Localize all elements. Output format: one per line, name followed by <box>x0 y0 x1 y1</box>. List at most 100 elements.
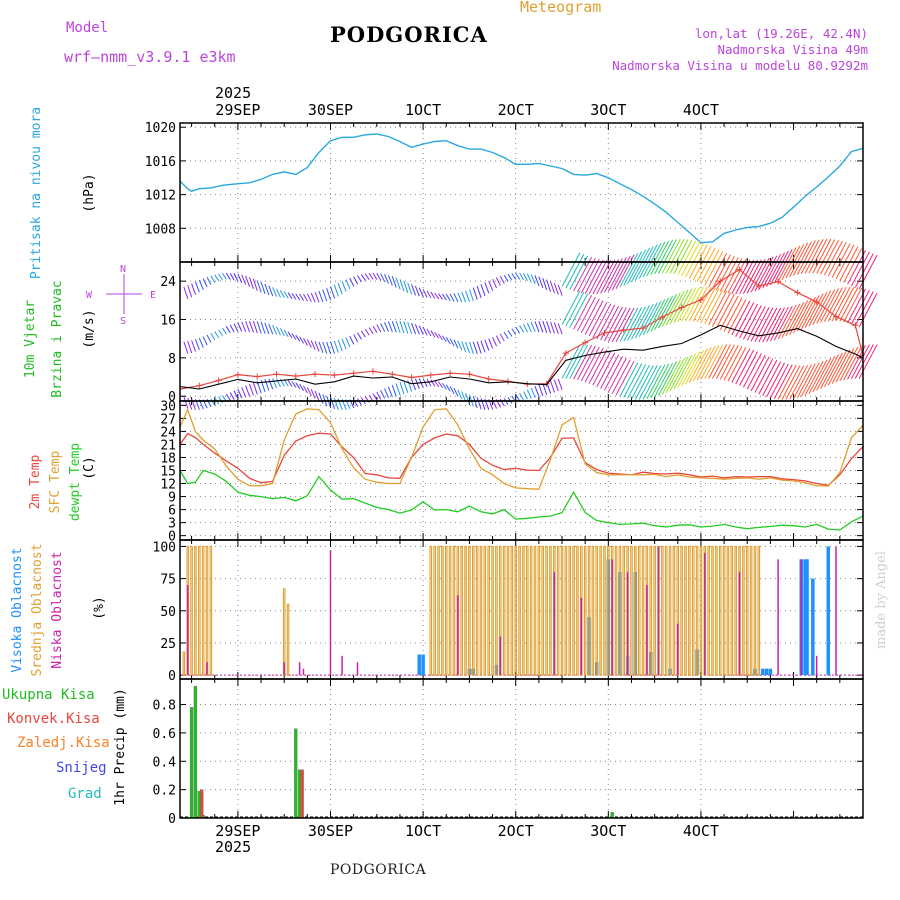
wind-barb <box>723 297 743 332</box>
elevation-text: Nadmorska Visina 49m <box>717 42 868 57</box>
wind-barb <box>214 331 220 339</box>
compass-n: N <box>120 264 126 275</box>
wind-barb <box>742 259 762 294</box>
wind-barb <box>557 378 563 390</box>
wind-barb <box>522 323 528 333</box>
wind-barb <box>233 390 239 400</box>
cloud-bar-0 <box>471 668 476 676</box>
wind-barb <box>291 381 297 388</box>
cloud-bar-2 <box>302 668 305 676</box>
wind-barb <box>411 322 416 335</box>
y-tick-label: 15 <box>160 465 176 480</box>
wind-barb <box>438 333 443 341</box>
cloud-bar-2 <box>457 595 459 676</box>
wind-barb <box>376 272 382 281</box>
y-tick-label: 75 <box>160 573 176 588</box>
wind-barb <box>553 322 559 334</box>
y-tick-label: 0 <box>168 530 176 545</box>
compass-s: S <box>120 316 126 326</box>
wind-barb <box>252 320 258 334</box>
wind-barb <box>353 276 359 285</box>
wind-barb <box>472 287 478 300</box>
wind-barb <box>306 339 312 348</box>
wind-barb <box>843 345 863 381</box>
wind-barb <box>445 336 451 345</box>
y-tick-label: 25 <box>160 637 176 652</box>
wind-barb <box>646 299 666 334</box>
wind-barb <box>638 302 658 337</box>
wind-barb <box>276 378 281 388</box>
y-tick-label: 6 <box>168 504 176 519</box>
wind-barb <box>318 392 324 404</box>
wind-barb <box>561 344 581 379</box>
cloud-bar-0 <box>618 572 622 676</box>
wind-barb <box>588 301 608 337</box>
wind-barb <box>449 338 455 347</box>
wind-barb <box>511 328 517 336</box>
cloud-bar-1 <box>742 545 745 676</box>
wind-barb <box>384 274 389 284</box>
wind-barb <box>793 241 812 276</box>
wind-barb <box>631 364 650 400</box>
cloud-bar-2 <box>341 655 343 676</box>
wind-barb <box>465 341 471 354</box>
wind-barb <box>692 245 712 281</box>
wind-barb <box>191 340 197 352</box>
temp-line-0 <box>179 432 864 486</box>
cloud-bar-1 <box>753 545 757 676</box>
wind-barb <box>399 279 405 292</box>
wind-barb <box>488 280 494 291</box>
wind-barb <box>580 346 600 382</box>
top-day-label: 30SEP <box>308 101 353 119</box>
cloud-bar-1 <box>672 545 676 676</box>
wind-barb <box>492 336 498 347</box>
cloud-bar-1 <box>684 545 687 676</box>
wind-barb <box>241 321 247 332</box>
cloud-bar-1 <box>518 545 521 676</box>
wind-barb <box>642 242 662 278</box>
cloud-bar-1 <box>556 545 560 676</box>
wind-barb <box>526 389 532 399</box>
wind-barb <box>445 384 451 392</box>
wind-barb <box>731 348 751 383</box>
wind-barb <box>191 283 197 296</box>
wind-barb <box>604 306 623 342</box>
cloud-bar-1 <box>599 545 602 676</box>
cloud-bar-2 <box>704 552 706 676</box>
wind-barb <box>766 252 785 287</box>
wind-barb <box>268 378 274 390</box>
cloud-bar-0 <box>668 668 672 676</box>
wind-barb <box>858 344 878 379</box>
wind-barb <box>245 321 251 333</box>
cloud-bar-1 <box>560 545 564 676</box>
wind-barb <box>322 394 328 407</box>
wind-barb <box>519 272 525 281</box>
wind-barb <box>592 303 612 338</box>
wind-barb <box>812 357 832 393</box>
cloud-bar-0 <box>753 668 757 676</box>
wind-barb <box>403 380 409 393</box>
precip-bar-0 <box>610 812 614 819</box>
wind-barb <box>677 353 697 388</box>
wind-barb <box>823 287 843 322</box>
wind-barb <box>480 340 486 353</box>
wind-barb <box>495 335 501 344</box>
wind-barb <box>198 279 204 290</box>
wind-barb <box>677 240 697 275</box>
cloud-bar-0 <box>633 572 638 676</box>
wind-barb <box>638 365 658 400</box>
wind-barb <box>372 393 378 401</box>
wind-barb <box>596 259 616 295</box>
wind-barb <box>499 398 505 407</box>
wind-barb <box>850 344 870 379</box>
cloud-bar-0 <box>768 668 773 676</box>
cloud-bar-1 <box>688 545 691 676</box>
wind-barb <box>669 239 689 274</box>
wind-barb <box>380 390 386 399</box>
wind-barb <box>831 349 851 384</box>
cloud-bar-1 <box>541 545 545 676</box>
wind-barb <box>808 359 828 394</box>
wind-barb <box>835 286 855 322</box>
cloud-bar-2 <box>835 546 837 676</box>
cloud-bar-1 <box>591 545 595 676</box>
